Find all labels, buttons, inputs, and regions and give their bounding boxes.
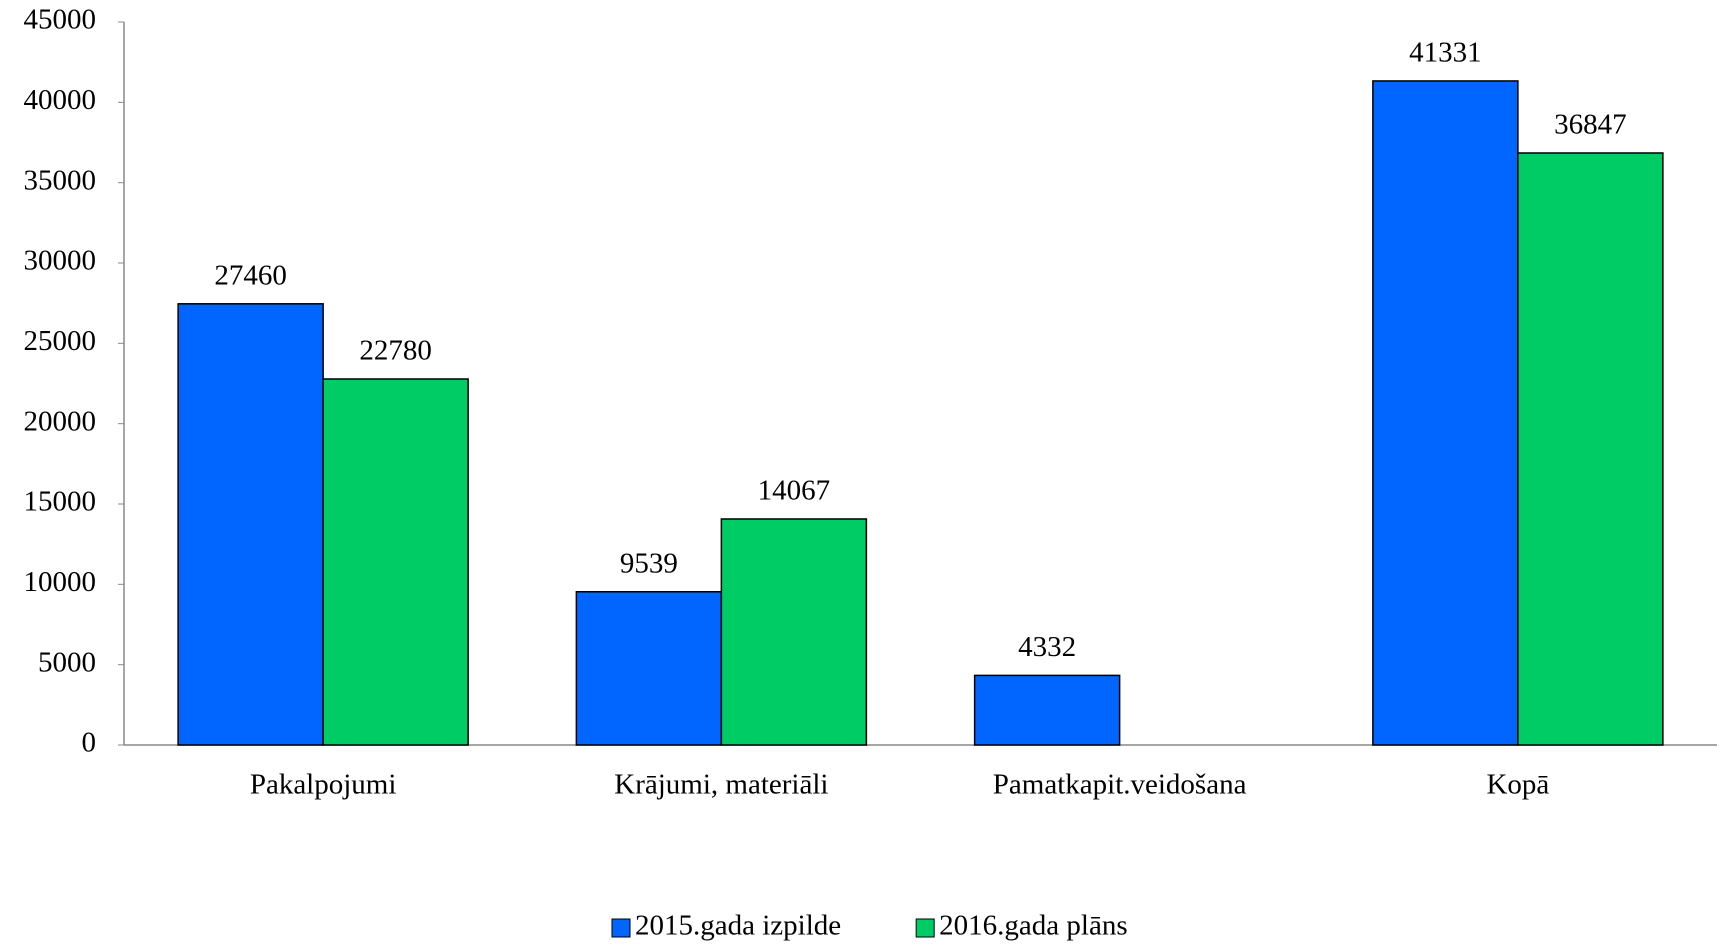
data-label: 36847 [1554, 109, 1627, 141]
data-label: 14067 [758, 475, 831, 507]
y-tick-label: 5000 [38, 646, 96, 678]
y-tick-label: 0 [82, 727, 97, 759]
x-tick-label: Krājumi, materiāli [614, 769, 828, 801]
y-tick-label: 10000 [24, 566, 97, 598]
bar [322, 378, 469, 746]
bar [1517, 152, 1664, 746]
bar [720, 518, 868, 746]
bar [575, 590, 723, 746]
x-tick-label: Pamatkapit.veidošana [993, 769, 1247, 801]
data-label: 22780 [359, 335, 432, 367]
y-tick-label: 20000 [24, 405, 97, 437]
bar [177, 303, 324, 746]
y-tick-label: 45000 [24, 4, 97, 36]
x-tick-label: Kopā [1486, 769, 1549, 801]
y-tick-label: 15000 [24, 486, 97, 518]
y-tick-label: 40000 [24, 84, 97, 116]
y-tick-label: 25000 [24, 325, 97, 357]
legend-label: 2015.gada izpilde [635, 910, 841, 942]
data-label: 41331 [1409, 37, 1482, 69]
legend-swatch [915, 918, 935, 938]
bar [973, 674, 1121, 746]
x-tick-label: Pakalpojumi [250, 769, 397, 801]
bar [1372, 80, 1519, 746]
data-label: 27460 [214, 259, 287, 291]
data-label: 9539 [620, 547, 678, 579]
legend-swatch [611, 918, 631, 938]
data-label: 4332 [1018, 631, 1076, 663]
y-tick-label: 35000 [24, 164, 97, 196]
y-tick-label: 30000 [24, 245, 97, 277]
legend-label: 2016.gada plāns [939, 910, 1127, 942]
